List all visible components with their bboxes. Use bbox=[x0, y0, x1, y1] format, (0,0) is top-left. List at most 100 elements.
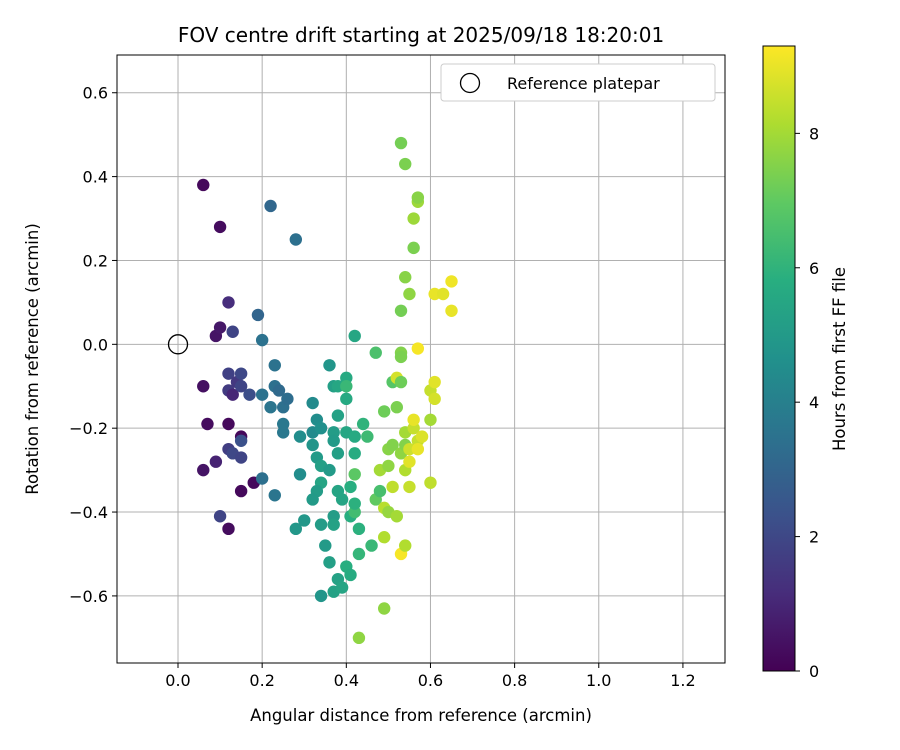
data-point bbox=[386, 480, 399, 494]
y-tick-label: −0.4 bbox=[69, 503, 108, 522]
data-point bbox=[403, 480, 416, 494]
data-point bbox=[319, 539, 332, 552]
data-point bbox=[255, 333, 269, 347]
data-point bbox=[213, 510, 227, 523]
data-point bbox=[331, 409, 345, 422]
colorbar-label: Hours from first FF file bbox=[830, 267, 849, 451]
data-point bbox=[251, 308, 265, 322]
data-point bbox=[327, 434, 340, 447]
data-point bbox=[314, 421, 328, 435]
colorbar-tick-label: 2 bbox=[809, 528, 819, 547]
colorbar-ticks: 0 2 4 6 8 bbox=[795, 124, 819, 681]
data-point bbox=[348, 447, 361, 460]
data-point bbox=[390, 401, 404, 414]
data-point bbox=[234, 451, 248, 464]
legend-label-reference-platepar: Reference platepar bbox=[507, 74, 660, 93]
data-point bbox=[344, 568, 357, 582]
data-point bbox=[298, 514, 311, 527]
data-point bbox=[352, 522, 366, 536]
data-point bbox=[234, 367, 248, 380]
reference-platepar-marker bbox=[167, 334, 189, 355]
data-point bbox=[306, 493, 319, 506]
data-point bbox=[323, 359, 336, 372]
x-axis-label: Angular distance from reference (arcmin) bbox=[250, 706, 592, 725]
y-tick-label: 0.2 bbox=[83, 251, 108, 270]
data-point bbox=[436, 287, 450, 301]
data-point bbox=[369, 346, 382, 359]
y-axis-label: Rotation from reference (arcmin) bbox=[23, 223, 42, 495]
x-tick-label: 0.0 bbox=[165, 671, 190, 690]
data-point bbox=[373, 484, 387, 498]
data-point bbox=[365, 539, 378, 552]
data-point bbox=[335, 581, 349, 594]
data-point bbox=[289, 233, 303, 246]
data-point bbox=[407, 212, 420, 225]
data-point bbox=[327, 518, 340, 531]
data-point bbox=[277, 426, 290, 439]
data-point bbox=[428, 392, 441, 406]
data-point bbox=[335, 493, 349, 506]
data-point bbox=[403, 287, 416, 301]
plot-frame bbox=[116, 54, 726, 664]
data-point bbox=[213, 220, 227, 234]
data-point bbox=[356, 417, 370, 431]
data-point bbox=[306, 438, 319, 452]
data-point bbox=[213, 321, 227, 334]
data-point bbox=[197, 463, 210, 477]
reference-marker bbox=[167, 334, 189, 355]
data-point bbox=[226, 388, 239, 401]
legend-box bbox=[440, 63, 716, 102]
data-point bbox=[382, 459, 395, 473]
data-point bbox=[264, 199, 277, 213]
data-point bbox=[222, 522, 235, 536]
data-point bbox=[293, 430, 307, 443]
data-point bbox=[268, 359, 281, 372]
legend: Reference platepar bbox=[440, 63, 716, 102]
data-point bbox=[445, 304, 458, 317]
data-point bbox=[348, 329, 361, 343]
x-tick-label: 0.6 bbox=[418, 671, 443, 690]
y-tick-label: −0.2 bbox=[69, 419, 108, 438]
legend-open-circle-marker bbox=[459, 72, 481, 94]
data-point bbox=[255, 388, 269, 401]
data-point bbox=[428, 375, 441, 389]
data-point bbox=[394, 136, 408, 150]
data-point bbox=[289, 522, 303, 536]
x-tick-label: 1.2 bbox=[670, 671, 695, 690]
data-point bbox=[407, 241, 420, 255]
y-tick-label: 0.6 bbox=[83, 84, 108, 103]
data-point bbox=[424, 413, 437, 426]
data-point bbox=[377, 602, 391, 615]
data-point bbox=[352, 547, 366, 561]
data-point bbox=[352, 631, 366, 645]
grid bbox=[117, 55, 725, 663]
colorbar-tick-label: 8 bbox=[809, 124, 819, 143]
colorbar-gradient bbox=[762, 45, 796, 672]
data-point bbox=[394, 350, 408, 364]
data-point bbox=[234, 434, 248, 447]
data-point bbox=[390, 510, 404, 523]
data-point bbox=[314, 589, 328, 603]
data-point bbox=[255, 472, 269, 485]
chart-title: FOV centre drift starting at 2025/09/18 … bbox=[178, 23, 664, 47]
data-point bbox=[344, 480, 357, 494]
data-point bbox=[348, 430, 361, 443]
data-point bbox=[424, 476, 437, 489]
x-tick-label: 0.4 bbox=[334, 671, 359, 690]
data-point bbox=[445, 275, 458, 288]
data-point bbox=[306, 396, 319, 410]
data-point bbox=[323, 463, 336, 477]
data-point bbox=[209, 455, 223, 468]
data-point bbox=[243, 388, 256, 401]
data-point bbox=[377, 531, 391, 544]
data-point bbox=[407, 413, 420, 426]
colorbar-tick-label: 4 bbox=[809, 393, 819, 412]
data-point bbox=[226, 325, 239, 338]
y-tick-label: −0.6 bbox=[69, 587, 108, 606]
data-point bbox=[411, 442, 425, 456]
data-point bbox=[222, 417, 235, 431]
data-point bbox=[331, 447, 345, 460]
data-point bbox=[348, 468, 361, 481]
data-point bbox=[323, 556, 336, 569]
x-tick-label: 0.8 bbox=[502, 671, 527, 690]
